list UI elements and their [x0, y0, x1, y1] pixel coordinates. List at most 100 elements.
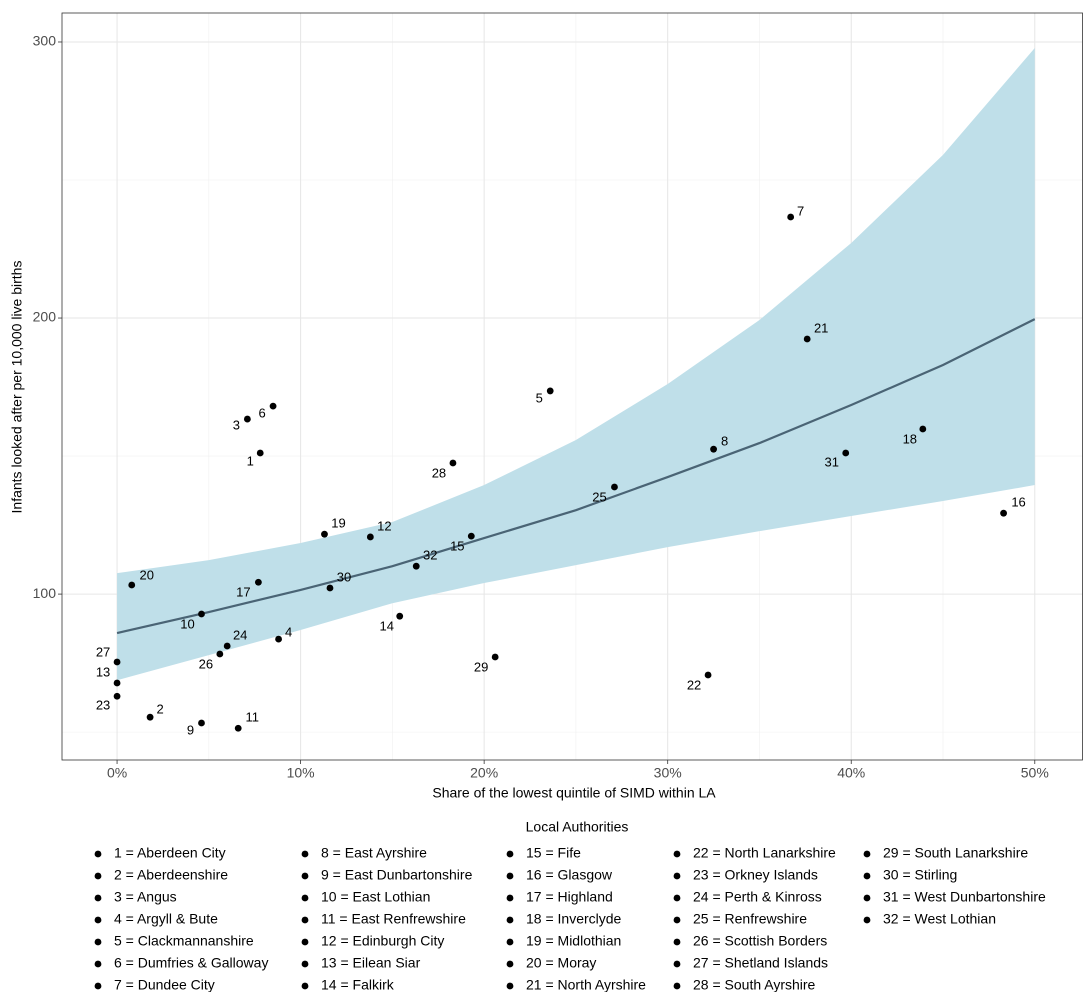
- point-label: 30: [337, 569, 351, 584]
- data-point: [704, 671, 712, 679]
- point-label: 26: [199, 656, 213, 671]
- point-label: 21: [814, 320, 828, 335]
- point-label: 4: [285, 625, 292, 640]
- legend-marker: [673, 850, 681, 858]
- point-label: 16: [1011, 495, 1025, 510]
- legend-marker: [301, 982, 309, 990]
- point-label: 18: [903, 431, 917, 446]
- x-tick-label: 40%: [837, 765, 865, 781]
- point-label: 12: [377, 518, 391, 533]
- data-point: [1000, 509, 1007, 517]
- point-label: 7: [797, 203, 804, 218]
- legend-marker: [673, 938, 681, 946]
- y-axis-title: Infants looked after per 10,000 live bir…: [9, 261, 25, 514]
- legend-marker: [506, 894, 514, 902]
- legend-entry: 31 = West Dunbartonshire: [883, 889, 1046, 905]
- legend-entry: 6 = Dumfries & Galloway: [114, 955, 268, 971]
- point-label: 17: [236, 585, 250, 600]
- legend-marker: [863, 894, 871, 902]
- legend-entry: 3 = Angus: [114, 889, 177, 905]
- legend-entry: 32 = West Lothian: [883, 911, 996, 927]
- legend-entry: 30 = Stirling: [883, 867, 957, 883]
- fit-line: [116, 318, 1036, 635]
- legend-marker: [506, 872, 514, 880]
- legend-marker: [94, 960, 102, 968]
- point-label: 6: [258, 406, 265, 421]
- legend-entry: 13 = Eilean Siar: [321, 955, 421, 971]
- legend-marker: [94, 850, 102, 858]
- data-point: [326, 584, 334, 592]
- legend-entry: 5 = Clackmannanshire: [114, 933, 254, 949]
- data-point: [842, 449, 850, 457]
- legend-marker: [506, 938, 514, 946]
- point-label: 29: [474, 659, 488, 674]
- legend-marker: [94, 982, 102, 990]
- legend-marker: [94, 872, 102, 880]
- point-label: 28: [432, 465, 446, 480]
- point-label: 11: [245, 710, 259, 725]
- legend-title: Local Authorities: [526, 819, 629, 835]
- legend-entry: 11 = East Renfrewshire: [321, 911, 466, 927]
- legend-entry: 21 = North Ayrshire: [526, 977, 646, 992]
- legend-entry: 24 = Perth & Kinross: [693, 889, 822, 905]
- legend-marker: [863, 872, 871, 880]
- data-point: [412, 562, 420, 570]
- legend-entry: 1 = Aberdeen City: [114, 845, 226, 861]
- legend-entry: 23 = Orkney Islands: [693, 867, 818, 883]
- x-axis-title: Share of the lowest quintile of SIMD wit…: [432, 785, 716, 801]
- data-point: [546, 387, 554, 395]
- x-tick-label: 10%: [287, 765, 315, 781]
- point-label: 24: [233, 627, 247, 642]
- confidence-band: [117, 48, 1035, 681]
- legend-entry: 2 = Aberdeenshire: [114, 867, 228, 883]
- data-point: [113, 692, 121, 700]
- data-point: [198, 719, 205, 727]
- legend-entry: 15 = Fife: [526, 845, 581, 861]
- legend-entry: 18 = Inverclyde: [526, 911, 622, 927]
- data-point: [396, 612, 404, 620]
- data-point: [113, 658, 121, 666]
- legend-entry: 22 = North Lanarkshire: [693, 845, 836, 861]
- x-tick-label: 50%: [1021, 765, 1049, 781]
- point-label: 8: [721, 434, 728, 449]
- legend-marker: [863, 850, 871, 858]
- data-point: [449, 459, 457, 467]
- legend-entry: 25 = Renfrewshire: [693, 911, 807, 927]
- point-label: 22: [687, 677, 701, 692]
- y-tick-label: 200: [33, 309, 57, 325]
- point-label: 15: [450, 539, 464, 554]
- legend-marker: [673, 872, 681, 880]
- point-label: 19: [331, 516, 345, 531]
- data-point: [321, 530, 328, 538]
- point-label: 9: [187, 722, 194, 737]
- legend-entry: 14 = Falkirk: [321, 977, 395, 992]
- legend-entry: 27 = Shetland Islands: [693, 955, 828, 971]
- legend-entry: 16 = Glasgow: [526, 867, 613, 883]
- data-point: [256, 449, 264, 457]
- legend-entry: 28 = South Ayrshire: [693, 977, 816, 992]
- point-label: 27: [96, 644, 110, 659]
- data-point: [366, 533, 374, 541]
- data-point: [113, 679, 121, 687]
- legend-entry: 12 = Edinburgh City: [321, 933, 444, 949]
- legend-entry: 20 = Moray: [526, 955, 596, 971]
- legend-marker: [506, 960, 514, 968]
- legend-marker: [301, 850, 309, 858]
- legend-marker: [506, 850, 514, 858]
- legend-marker: [94, 938, 102, 946]
- y-tick-label: 300: [33, 33, 57, 49]
- legend-marker: [301, 872, 309, 880]
- legend-marker: [301, 960, 309, 968]
- point-label: 32: [423, 548, 437, 563]
- legend-entry: 26 = Scottish Borders: [693, 933, 827, 949]
- point-label: 20: [140, 567, 154, 582]
- data-point: [611, 483, 618, 491]
- data-point: [243, 415, 251, 423]
- legend-entry: 10 = East Lothian: [321, 889, 430, 905]
- point-label: 2: [156, 702, 163, 717]
- legend-marker: [673, 960, 681, 968]
- point-label: 10: [180, 616, 194, 631]
- legend-marker: [301, 894, 309, 902]
